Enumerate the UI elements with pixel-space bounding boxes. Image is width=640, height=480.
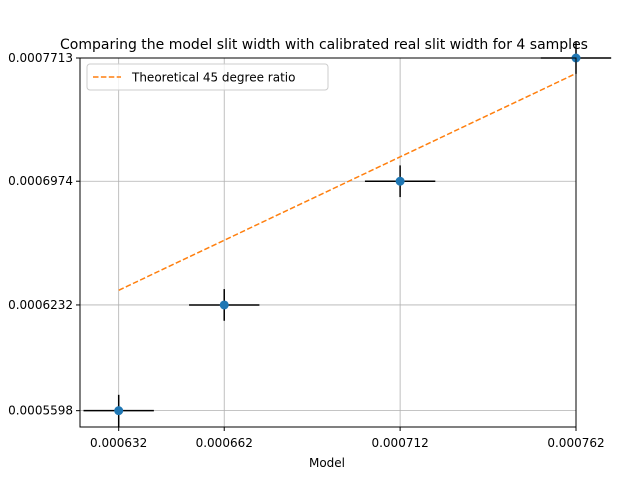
y-tick-label: 0.0006974 <box>8 174 73 188</box>
legend: Theoretical 45 degree ratio <box>86 63 329 91</box>
data-point <box>395 176 405 186</box>
legend-label: Theoretical 45 degree ratio <box>131 71 295 85</box>
plot-frame <box>79 57 577 428</box>
data-point-group <box>189 289 260 321</box>
x-tick-label: 0.000632 <box>90 436 147 450</box>
x-tick-label: 0.000762 <box>547 436 604 450</box>
data-point <box>219 300 229 310</box>
x-axis-label: Model <box>309 456 345 470</box>
x-tick-label: 0.000662 <box>196 436 253 450</box>
x-tick-label: 0.000712 <box>371 436 428 450</box>
grid-lines <box>80 57 577 427</box>
chart-title: Comparing the model slit width with cali… <box>60 37 588 53</box>
axis-ticks: 0.000632 0.000662 0.000712 0.000762 0.000559… <box>8 51 605 450</box>
data-point <box>114 406 124 416</box>
y-tick-label: 0.0007713 <box>8 51 73 65</box>
y-tick-label: 0.0006232 <box>8 298 73 312</box>
legend-box <box>86 63 329 91</box>
plot-series <box>83 42 612 427</box>
y-tick-label: 0.0005598 <box>8 404 73 418</box>
data-point-group <box>83 394 154 427</box>
data-point-group <box>364 165 436 198</box>
theoretical-line <box>118 72 577 291</box>
